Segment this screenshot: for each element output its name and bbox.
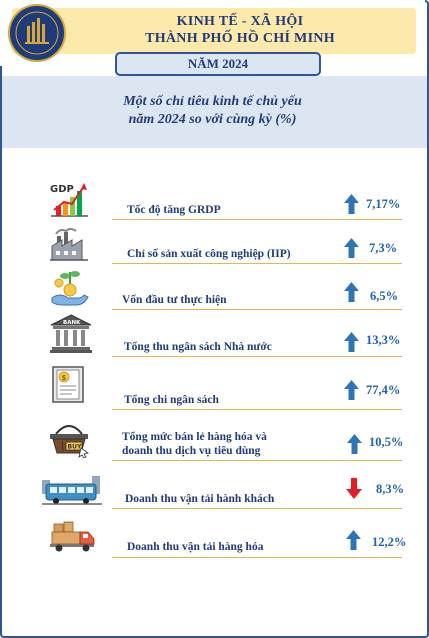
row-divider [112, 356, 402, 357]
indicator-value: 6,5% [370, 289, 399, 303]
shopping-basket-icon: BUY [50, 425, 89, 458]
row-divider [112, 219, 402, 220]
header-title-line2: THÀNH PHỐ HỒ CHÍ MINH [145, 31, 335, 46]
factory-icon [50, 228, 88, 261]
indicator-label: Tổng thu ngân sách Nhà nước [124, 341, 272, 353]
down-arrow-icon [346, 478, 362, 499]
indicator-value: 8,3% [376, 482, 405, 496]
budget-document-icon: $ [52, 366, 84, 403]
up-arrow-icon [344, 238, 359, 258]
up-arrow-icon [344, 194, 359, 214]
gdp-icon-text: GDP [50, 184, 74, 195]
indicator-value: 77,4% [366, 383, 401, 397]
indicator-value: 12,2% [372, 535, 407, 549]
row-divider [112, 263, 402, 264]
indicator-value: 7,3% [369, 241, 398, 255]
buy-icon-text: BUY [68, 444, 82, 451]
up-arrow-icon [347, 434, 362, 454]
row-divider [112, 309, 402, 310]
subtitle-band [2, 76, 427, 148]
indicator-label: Vốn đầu tư thực hiện [122, 294, 227, 306]
header-title-line1: KINH TẾ - XÃ HỘI [176, 14, 304, 29]
row-divider [112, 409, 402, 410]
statistics-office-logo-icon [8, 4, 66, 62]
bank-icon: BANK [50, 314, 92, 353]
indicator-value: 13,3% [366, 333, 401, 347]
indicator-value: 7,17% [366, 197, 401, 211]
bus-icon [42, 476, 102, 505]
row-divider [112, 460, 402, 461]
subtitle-line2: năm 2024 so với cùng kỳ (%) [128, 112, 297, 127]
investment-icon [51, 271, 89, 306]
subtitle-line1: Một số chỉ tiêu kinh tế chủ yếu [123, 94, 302, 109]
header-band [12, 8, 416, 54]
indicator-label-line1: Tổng mức bán lẻ hàng hóa và [122, 431, 267, 443]
indicator-value: 10,5% [369, 435, 404, 449]
up-arrow-icon [344, 332, 359, 352]
indicator-label: Chỉ số sản xuất công nghiệp (IIP) [127, 248, 291, 260]
row-divider [112, 557, 402, 558]
svg-text:$: $ [62, 374, 67, 382]
indicator-label: Tốc độ tăng GRDP [127, 204, 221, 216]
indicator-label: Tổng chi ngân sách [124, 394, 219, 406]
up-arrow-icon [346, 530, 361, 550]
bank-icon-text: BANK [63, 320, 81, 326]
year-tab: NĂM 2024 [115, 52, 321, 76]
indicator-label-line2: doanh thu dịch vụ tiêu dùng [122, 445, 261, 457]
indicator-label: Doanh thu vận tải hàng hóa [127, 541, 264, 553]
indicator-label: Doanh thu vận tải hành khách [125, 493, 275, 505]
up-arrow-icon [344, 380, 359, 400]
row-divider [112, 508, 402, 509]
gdp-chart-icon: GDP [50, 183, 88, 217]
truck-icon [50, 521, 95, 552]
up-arrow-icon [344, 282, 359, 302]
